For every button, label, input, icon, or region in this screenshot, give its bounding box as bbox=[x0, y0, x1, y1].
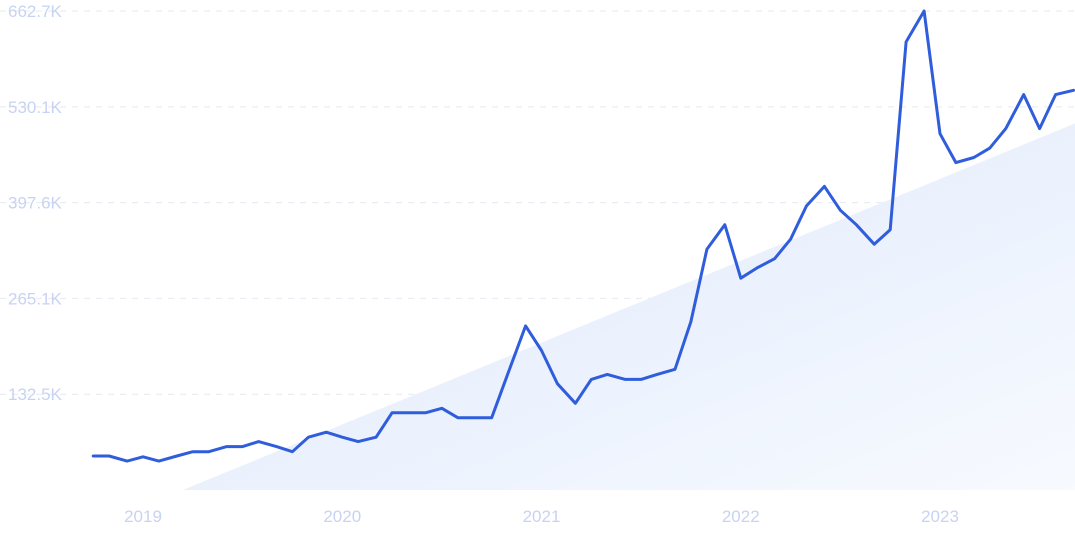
y-tick-label: 132.5K bbox=[8, 385, 63, 404]
series-layer bbox=[91, 9, 1075, 463]
y-tick-label: 662.7K bbox=[8, 2, 63, 21]
trend-area bbox=[182, 123, 1075, 490]
y-axis: 132.5K 265.1K 397.6K 530.1K 662.7K bbox=[8, 2, 63, 404]
series-line-0 bbox=[91, 9, 1075, 463]
x-axis: 2019 2020 2021 2022 2023 bbox=[124, 507, 959, 526]
x-tick-label: 2019 bbox=[124, 507, 162, 526]
x-tick-label: 2023 bbox=[921, 507, 959, 526]
x-tick-label: 2022 bbox=[722, 507, 760, 526]
y-tick-label: 397.6K bbox=[8, 194, 63, 213]
y-tick-label: 530.1K bbox=[8, 98, 63, 117]
x-tick-label: 2020 bbox=[323, 507, 361, 526]
trend-area-shape bbox=[182, 123, 1075, 490]
y-tick-label: 265.1K bbox=[8, 289, 63, 308]
x-tick-label: 2021 bbox=[523, 507, 561, 526]
